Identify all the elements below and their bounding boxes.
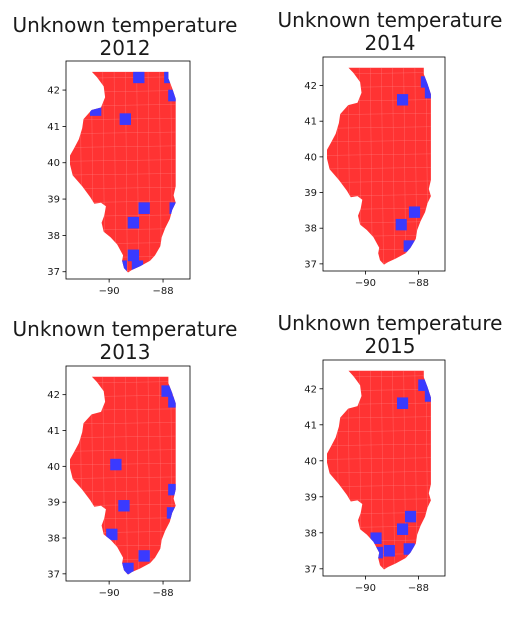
unknown-county: [127, 249, 140, 262]
state-shape: [327, 67, 431, 265]
unknown-county: [166, 507, 176, 519]
y-tick-label: 40: [47, 462, 60, 473]
y-tick-label: 42: [47, 390, 60, 401]
y-tick-label: 38: [304, 224, 317, 235]
unknown-county: [424, 86, 431, 99]
map-title: Unknown temperature 2012: [0, 14, 250, 60]
unknown-county: [161, 385, 173, 397]
y-tick-label: 38: [47, 231, 60, 242]
unknown-county: [89, 104, 102, 116]
unknown-county: [127, 216, 140, 229]
unknown-county: [408, 206, 421, 218]
title-line-2: 2013: [99, 340, 151, 364]
unknown-county: [118, 500, 130, 512]
illinois-map: 37 38 39 40 41 42 −90 −88: [304, 56, 446, 289]
x-tick-label: −90: [355, 583, 376, 594]
x-tick-label: −88: [152, 588, 173, 599]
state-shape: [327, 370, 431, 570]
y-tick-label: 41: [304, 420, 317, 431]
y-tick-label: 37: [304, 259, 317, 270]
unknown-county: [418, 379, 430, 391]
map-panel-2014: Unknown temperature 2014 37 38 39 40 41 42 −90…: [265, 0, 530, 300]
title-line-2: 2014: [364, 31, 416, 55]
map-title: Unknown temperature 2015: [265, 312, 515, 358]
axes-frame: [65, 365, 191, 582]
x-tick-label: −88: [152, 286, 173, 297]
x-tick-label: −90: [99, 588, 120, 599]
unknown-county: [122, 562, 134, 575]
unknown-county: [138, 550, 150, 562]
title-line-2: 2015: [364, 334, 416, 358]
map-title: Unknown temperature 2013: [0, 318, 250, 364]
y-tick-label: 40: [304, 456, 317, 467]
unknown-county: [370, 532, 382, 544]
unknown-county: [396, 397, 409, 409]
unknown-county: [119, 113, 131, 125]
unknown-county: [168, 483, 176, 496]
map-panel-2013: Unknown temperature 2013 37 38 39 40 41 42 −90…: [0, 300, 265, 639]
unknown-county: [168, 396, 176, 408]
y-tick-label: 40: [47, 158, 60, 169]
unknown-county: [403, 240, 415, 252]
title-line-1: Unknown temperature: [277, 311, 503, 335]
unknown-county: [115, 260, 127, 273]
unknown-counties: [106, 385, 176, 575]
y-tick-label: 37: [304, 564, 317, 575]
unknown-county: [383, 545, 395, 557]
x-tick-label: −88: [408, 278, 429, 289]
y-tick-label: 37: [47, 569, 60, 580]
axes-frame: [322, 56, 446, 272]
y-tick-label: 40: [304, 152, 317, 163]
map-panel-2012: Unknown temperature 2012 37 38 39 40 41 42 −90…: [0, 0, 265, 300]
unknown-county: [424, 390, 431, 402]
unknown-county: [403, 543, 415, 555]
x-tick-label: −88: [408, 583, 429, 594]
y-tick-label: 38: [304, 528, 317, 539]
title-line-1: Unknown temperature: [12, 13, 238, 37]
illinois-map: 37 38 39 40 41 42 −90 −88: [47, 60, 191, 297]
map-title: Unknown temperature 2014: [265, 9, 515, 55]
unknown-county: [396, 523, 409, 535]
unknown-county: [106, 528, 118, 541]
state-shape: [70, 376, 176, 575]
unknown-county: [138, 202, 150, 214]
unknown-county: [371, 546, 383, 559]
y-tick-label: 42: [304, 384, 317, 395]
x-tick-label: −90: [355, 278, 376, 289]
title-line-1: Unknown temperature: [277, 8, 503, 32]
unknown-county: [169, 202, 176, 214]
title-line-2: 2012: [99, 36, 151, 60]
illinois-map: 37 38 39 40 41 42 −90 −88: [47, 365, 191, 599]
y-tick-label: 41: [47, 426, 60, 437]
unknown-county: [168, 89, 176, 102]
title-line-1: Unknown temperature: [12, 317, 238, 341]
unknown-county: [395, 218, 407, 231]
y-tick-label: 42: [47, 86, 60, 97]
y-tick-label: 39: [304, 188, 317, 199]
unknown-county: [420, 76, 431, 88]
map-panel-2015: Unknown temperature 2015 37 38 39 40 41 42 −90…: [265, 300, 530, 639]
axes-frame: [65, 60, 191, 280]
y-tick-label: 39: [47, 498, 60, 509]
unknown-county: [164, 71, 176, 84]
y-tick-label: 39: [47, 195, 60, 206]
illinois-map: 37 38 39 40 41 42 −90 −88: [304, 359, 446, 594]
state-shape: [70, 71, 176, 273]
unknown-county: [133, 71, 145, 84]
unknown-county: [131, 260, 144, 273]
y-tick-label: 42: [304, 81, 317, 92]
unknown-county: [404, 510, 417, 523]
unknown-counties: [395, 76, 431, 252]
y-tick-label: 41: [304, 117, 317, 128]
y-tick-label: 38: [47, 534, 60, 545]
y-tick-label: 37: [47, 267, 60, 278]
x-tick-label: −90: [99, 286, 120, 297]
unknown-county: [396, 94, 409, 106]
unknown-county: [110, 458, 122, 471]
axes-frame: [322, 359, 446, 577]
y-tick-label: 41: [47, 122, 60, 133]
y-tick-label: 39: [304, 492, 317, 503]
